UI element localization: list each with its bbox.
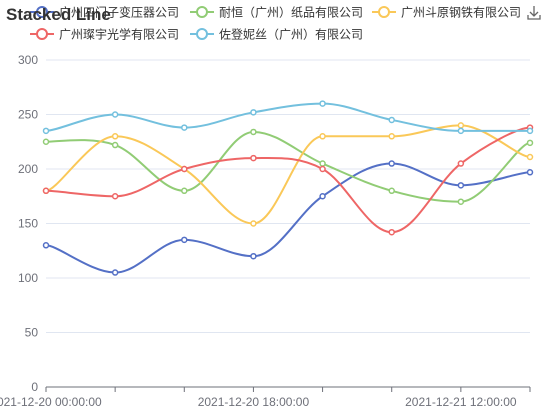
series	[42, 100, 534, 276]
legend-marker-icon	[378, 6, 390, 18]
y-tick-label: 0	[31, 380, 38, 394]
series-5	[42, 100, 534, 135]
y-tick-label: 200	[18, 162, 38, 176]
axes	[45, 386, 531, 392]
data-point[interactable]	[457, 182, 465, 189]
legend-item[interactable]: 广州斗原钢铁有限公司	[372, 6, 521, 20]
chart-title: Stacked Line	[6, 5, 111, 24]
data-point[interactable]	[526, 139, 534, 147]
data-point[interactable]	[319, 133, 326, 140]
legend-marker-icon	[36, 28, 48, 40]
data-point[interactable]	[250, 128, 257, 136]
legend[interactable]: 广州四门子变压器公司 耐恒（广州）纸品有限公司 广州斗原钢铁有限公司广州璨宇光学有限…	[30, 5, 521, 42]
data-point[interactable]	[457, 122, 465, 129]
x-tick-label: 2021-12-21 12:00:00	[405, 395, 517, 409]
data-point[interactable]	[526, 127, 534, 135]
download-icon[interactable]	[527, 6, 541, 20]
data-point[interactable]	[457, 160, 465, 167]
series-line	[45, 102, 530, 132]
series-3	[42, 122, 534, 227]
legend-label: 广州璨宇光学有限公司	[59, 27, 179, 42]
legend-marker-icon	[196, 6, 208, 18]
data-point[interactable]	[388, 228, 395, 236]
legend-label: 耐恒（广州）纸品有限公司	[219, 6, 363, 20]
x-tick-label: 2021-12-20 00:00:00	[0, 395, 102, 409]
data-point[interactable]	[250, 109, 257, 116]
data-point[interactable]	[526, 169, 534, 176]
legend-item[interactable]: 广州四门子变压器公司	[30, 5, 179, 20]
x-tick-labels: 2021-12-20 00:00:00 2021-12-20 18:00:00 20…	[0, 395, 517, 409]
x-tick-label: 2021-12-20 18:00:00	[198, 395, 310, 409]
data-point[interactable]	[250, 154, 257, 162]
y-tick-label: 150	[18, 217, 38, 231]
legend-marker-icon	[196, 28, 208, 40]
data-point[interactable]	[181, 236, 188, 244]
data-point[interactable]	[319, 193, 326, 200]
data-point[interactable]	[181, 187, 188, 195]
data-point[interactable]	[111, 141, 119, 149]
data-point[interactable]	[319, 100, 326, 107]
data-point[interactable]	[388, 160, 395, 167]
data-point[interactable]	[388, 133, 395, 140]
y-tick-labels: 0 50 100 150 200 250 300	[18, 53, 38, 394]
data-point[interactable]	[42, 138, 50, 145]
series-1	[42, 160, 534, 276]
data-point[interactable]	[457, 127, 465, 135]
y-tick-label: 300	[18, 53, 38, 67]
data-point[interactable]	[526, 153, 534, 161]
data-point[interactable]	[42, 242, 50, 249]
legend-label: 广州斗原钢铁有限公司	[401, 6, 521, 20]
data-point[interactable]	[250, 220, 257, 227]
data-point[interactable]	[111, 193, 119, 200]
data-point[interactable]	[111, 269, 119, 276]
y-tick-label: 250	[18, 108, 38, 122]
data-point[interactable]	[388, 116, 395, 124]
data-point[interactable]	[42, 187, 50, 195]
series-line	[45, 162, 531, 274]
data-point[interactable]	[181, 165, 188, 173]
legend-item[interactable]: 耐恒（广州）纸品有限公司	[190, 6, 363, 20]
grid	[46, 59, 530, 333]
data-point[interactable]	[42, 127, 50, 135]
series-line	[45, 126, 531, 234]
legend-item[interactable]: 广州璨宇光学有限公司	[30, 27, 179, 42]
data-point[interactable]	[181, 124, 188, 131]
data-point[interactable]	[457, 198, 465, 205]
data-point[interactable]	[388, 187, 395, 195]
data-point[interactable]	[250, 252, 257, 260]
legend-label: 广州四门子变压器公司	[59, 5, 179, 20]
data-point[interactable]	[319, 165, 326, 173]
series-line	[45, 124, 531, 225]
series-2	[42, 128, 534, 205]
y-tick-label: 100	[18, 271, 38, 285]
data-point[interactable]	[111, 111, 119, 118]
legend-item[interactable]: 佐登妮丝（广州）有限公司	[190, 27, 363, 42]
data-point[interactable]	[111, 133, 119, 140]
legend-label: 佐登妮丝（广州）有限公司	[219, 27, 363, 42]
legend-marker-icon	[36, 6, 48, 18]
y-tick-label: 50	[25, 326, 39, 340]
data-point[interactable]	[319, 160, 326, 167]
